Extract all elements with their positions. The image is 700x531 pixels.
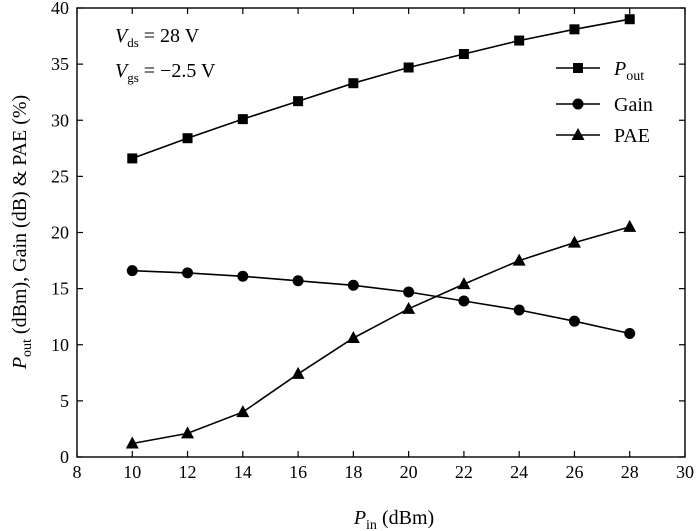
data-point-square xyxy=(624,14,635,25)
x-tick-label: 14 xyxy=(234,462,252,482)
x-tick-label: 28 xyxy=(621,462,639,482)
x-tick-label: 24 xyxy=(510,462,528,482)
data-point-square xyxy=(237,114,248,125)
data-point-square xyxy=(403,62,414,73)
legend: Pout Gain PAE xyxy=(556,58,653,147)
x-tick-label: 30 xyxy=(676,462,694,482)
x-tick-label: 8 xyxy=(73,462,82,482)
data-point-circle xyxy=(182,267,194,279)
series-pae xyxy=(125,219,637,449)
x-tick-label: 22 xyxy=(455,462,473,482)
svg-text:Pin (dBm): Pin (dBm) xyxy=(353,507,434,531)
data-point-triangle xyxy=(512,253,526,266)
data-point-circle xyxy=(568,315,580,327)
x-axis-label: Pin (dBm) xyxy=(353,507,434,531)
data-point-circle xyxy=(237,270,249,282)
legend-item-pae: PAE xyxy=(556,125,650,147)
y-tick-label: 20 xyxy=(51,223,69,243)
plot-frame xyxy=(76,7,686,458)
y-tick-label: 5 xyxy=(60,391,69,411)
x-tick-label: 20 xyxy=(400,462,418,482)
data-point-triangle xyxy=(125,436,139,449)
svg-text:Vds = 28 V: Vds = 28 V xyxy=(115,25,200,50)
data-point-circle xyxy=(347,279,359,291)
y-tick-label: 25 xyxy=(51,166,69,186)
y-tick-label: 15 xyxy=(51,279,69,299)
legend-marker-circle xyxy=(572,98,584,110)
data-point-square xyxy=(293,96,304,107)
x-tick-label: 12 xyxy=(179,462,197,482)
svg-text:Pout: Pout xyxy=(613,58,644,84)
series-line xyxy=(132,269,630,335)
data-point-triangle xyxy=(457,277,471,290)
data-point-triangle xyxy=(236,405,250,418)
data-point-square xyxy=(348,78,359,89)
x-tick-label: 16 xyxy=(289,462,307,482)
legend-marker-triangle xyxy=(571,128,585,140)
y-tick-label: 0 xyxy=(60,447,69,467)
data-point-square xyxy=(514,35,525,46)
data-point-triangle xyxy=(346,331,360,344)
data-point-circle xyxy=(458,295,470,307)
data-point-square xyxy=(569,24,580,35)
data-point-circle xyxy=(403,286,415,298)
svg-text:PAE: PAE xyxy=(614,125,650,147)
x-tick-label: 18 xyxy=(344,462,362,482)
data-point-square xyxy=(127,153,138,164)
condition-vgs: Vgs = −2.5 V xyxy=(115,60,216,85)
legend-item-gain: Gain xyxy=(556,94,653,116)
series-pout xyxy=(127,14,635,164)
x-tick-label: 10 xyxy=(123,462,141,482)
series-line xyxy=(132,18,630,160)
legend-marker-square xyxy=(573,63,583,73)
y-tick-label: 40 xyxy=(51,0,69,18)
data-point-square xyxy=(182,133,193,144)
svg-text:Pout (dBm), Gain (dB) & PAE (%: Pout (dBm), Gain (dB) & PAE (%) xyxy=(9,95,35,370)
data-point-triangle xyxy=(291,366,305,379)
series-gain xyxy=(126,265,636,340)
data-point-triangle xyxy=(181,426,195,439)
x-tick-label: 26 xyxy=(565,462,583,482)
y-tick-label: 10 xyxy=(51,335,69,355)
svg-text:Gain: Gain xyxy=(614,94,653,116)
data-point-triangle xyxy=(623,219,637,232)
data-point-circle xyxy=(292,275,304,287)
y-axis-label: Pout (dBm), Gain (dB) & PAE (%) xyxy=(9,95,35,370)
condition-vds: Vds = 28 V xyxy=(115,25,200,50)
data-point-triangle xyxy=(567,235,581,248)
data-point-circle xyxy=(513,304,525,316)
legend-item-pout: Pout xyxy=(556,58,644,84)
y-tick-label: 35 xyxy=(51,54,69,74)
ticks-layer: 8 10 12 14 16 18 20 22 24 26 28 30 0 5 10 15 20 25 30 35 40 xyxy=(51,0,694,482)
data-point-square xyxy=(458,49,469,60)
data-point-circle xyxy=(624,328,636,340)
y-tick-label: 30 xyxy=(51,110,69,130)
data-point-triangle xyxy=(402,301,416,314)
svg-text:Vgs = −2.5 V: Vgs = −2.5 V xyxy=(115,60,216,85)
data-point-circle xyxy=(126,265,138,277)
series-layer xyxy=(125,14,637,449)
series-line xyxy=(132,226,630,445)
